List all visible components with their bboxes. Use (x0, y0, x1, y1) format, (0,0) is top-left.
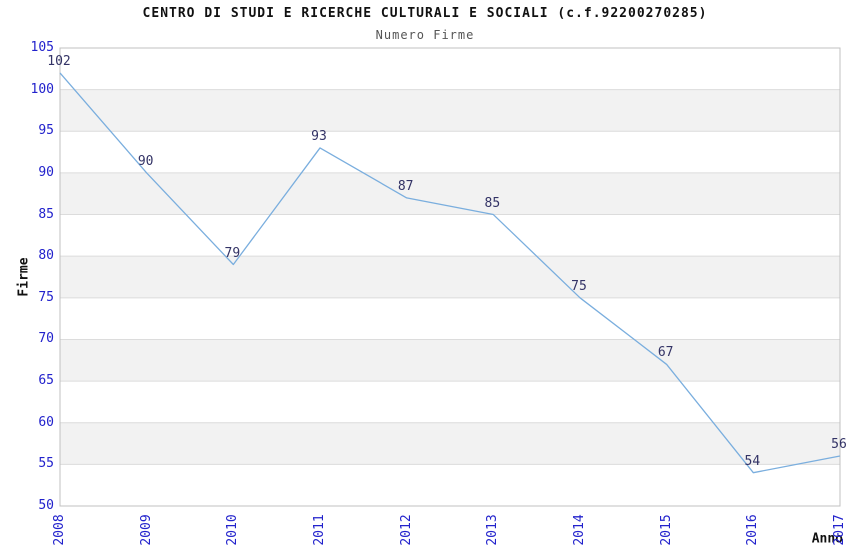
x-tick-label: 2015 (658, 514, 674, 546)
y-tick-label: 80 (38, 248, 54, 264)
data-label: 56 (831, 437, 847, 453)
y-tick-label: 70 (38, 331, 54, 347)
x-tick-label: 2013 (485, 514, 501, 546)
y-tick-label: 95 (38, 123, 54, 139)
series-line (59, 72, 841, 474)
data-label: 54 (744, 453, 761, 469)
y-tick-label: 90 (38, 164, 54, 180)
grid-band (60, 89, 840, 132)
x-tick-label: 2009 (138, 514, 154, 546)
chart-title: CENTRO DI STUDI E RICERCHE CULTURALI E S… (142, 6, 708, 21)
x-tick-label: 2008 (52, 514, 67, 546)
y-tick-label: 85 (38, 206, 54, 222)
y-tick-label: 60 (38, 414, 54, 430)
plot-border (59, 47, 841, 507)
data-label: 102 (47, 53, 71, 69)
y-tick-label: 55 (38, 456, 54, 472)
grid-band (60, 422, 840, 465)
x-tick-label: 2014 (572, 514, 587, 546)
data-label: 93 (311, 128, 327, 144)
y-tick-label: 100 (30, 81, 54, 97)
data-label: 87 (397, 178, 414, 194)
y-tick-label: 75 (38, 289, 54, 305)
grid-band (60, 172, 840, 215)
x-tick-label: 2016 (745, 514, 761, 546)
x-tick-label: 2011 (312, 514, 327, 546)
data-label: 67 (657, 345, 674, 361)
x-tick-label: 2010 (225, 514, 241, 546)
data-label: 79 (224, 245, 241, 261)
y-tick-label: 105 (30, 40, 54, 55)
data-label: 85 (484, 195, 501, 211)
grid-band (60, 339, 840, 382)
y-tick-label: 65 (38, 373, 54, 389)
grid-band (60, 256, 840, 298)
x-tick-label: 2012 (398, 514, 414, 546)
x-tick-label: 2017 (832, 514, 847, 546)
data-label: 90 (137, 153, 154, 169)
chart-subtitle: Numero Firme (375, 28, 475, 42)
x-axis-title: Anno (811, 531, 843, 547)
data-label: 75 (571, 278, 587, 294)
y-tick-label: 50 (38, 498, 54, 513)
